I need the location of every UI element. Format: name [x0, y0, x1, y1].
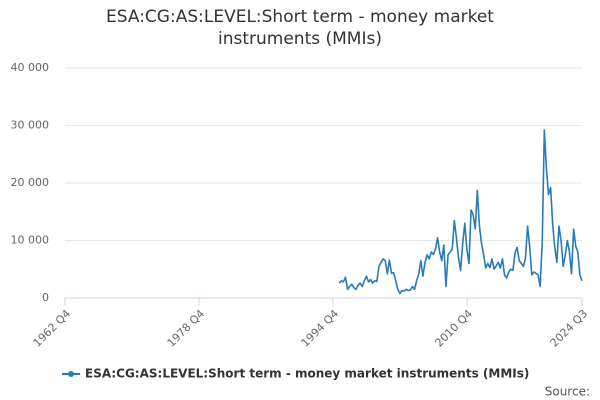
series-line — [338, 129, 583, 295]
x-tick-label: 2010 Q4 — [433, 307, 476, 350]
y-tick-label: 30 000 — [11, 119, 50, 132]
legend-label: ESA:CG:AS:LEVEL:Short term - money marke… — [85, 367, 529, 381]
y-tick-label: 40 000 — [11, 61, 50, 74]
x-tick-label: 1978 Q4 — [165, 307, 208, 350]
x-tick-label: 1962 Q4 — [31, 307, 74, 350]
x-tick-label: 1994 Q4 — [299, 307, 342, 350]
y-tick-label: 20 000 — [11, 176, 50, 189]
chart-title: ESA:CG:AS:LEVEL:Short term - money marke… — [106, 7, 494, 49]
y-tick-label: 10 000 — [11, 234, 50, 247]
legend-marker — [68, 371, 74, 377]
x-tick-label: 2024 Q3 — [548, 307, 591, 350]
y-tick-label: 0 — [42, 291, 49, 304]
source: Source: — [545, 385, 590, 399]
